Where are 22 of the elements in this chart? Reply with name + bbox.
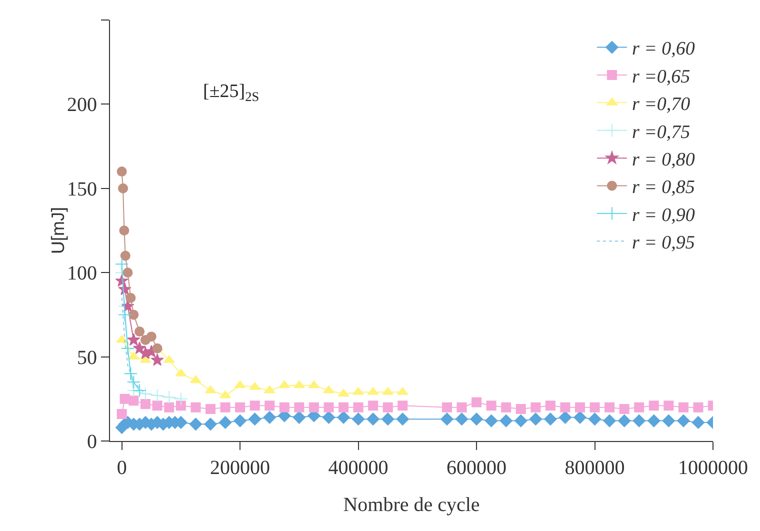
legend-label: r = 0,85 bbox=[632, 177, 695, 198]
legend-label: r = 0,60 bbox=[632, 38, 696, 60]
x-tick-label: 1000000 bbox=[678, 457, 748, 479]
y-axis-title: U[mJ] bbox=[48, 207, 68, 254]
x-tick-label: 800000 bbox=[564, 457, 625, 479]
x-tick-label: 0 bbox=[116, 457, 127, 479]
legend-label: r =0,75 bbox=[632, 122, 690, 143]
legend-label: r = 0,95 bbox=[632, 232, 695, 254]
legend-label: r = 0,90 bbox=[632, 204, 696, 226]
legend-label: r =0,70 bbox=[632, 94, 691, 116]
x-tick-label: 600000 bbox=[446, 457, 507, 479]
y-tick-label: 50 bbox=[77, 346, 97, 369]
legend-label: r = 0,80 bbox=[632, 149, 696, 170]
annotation: [±25]$_{2S}$ bbox=[203, 81, 260, 104]
x-axis-title: Nombre de cycle bbox=[343, 494, 480, 516]
x-tick-label: 200000 bbox=[210, 457, 270, 479]
y-tick-label: 0 bbox=[87, 431, 97, 453]
y-tick-label: 100 bbox=[67, 262, 97, 285]
x-tick-label: 400000 bbox=[328, 457, 388, 479]
y-tick-label: 200 bbox=[67, 94, 97, 116]
y-tick-label: 150 bbox=[67, 178, 97, 200]
legend-label: r =0,65 bbox=[632, 66, 690, 88]
